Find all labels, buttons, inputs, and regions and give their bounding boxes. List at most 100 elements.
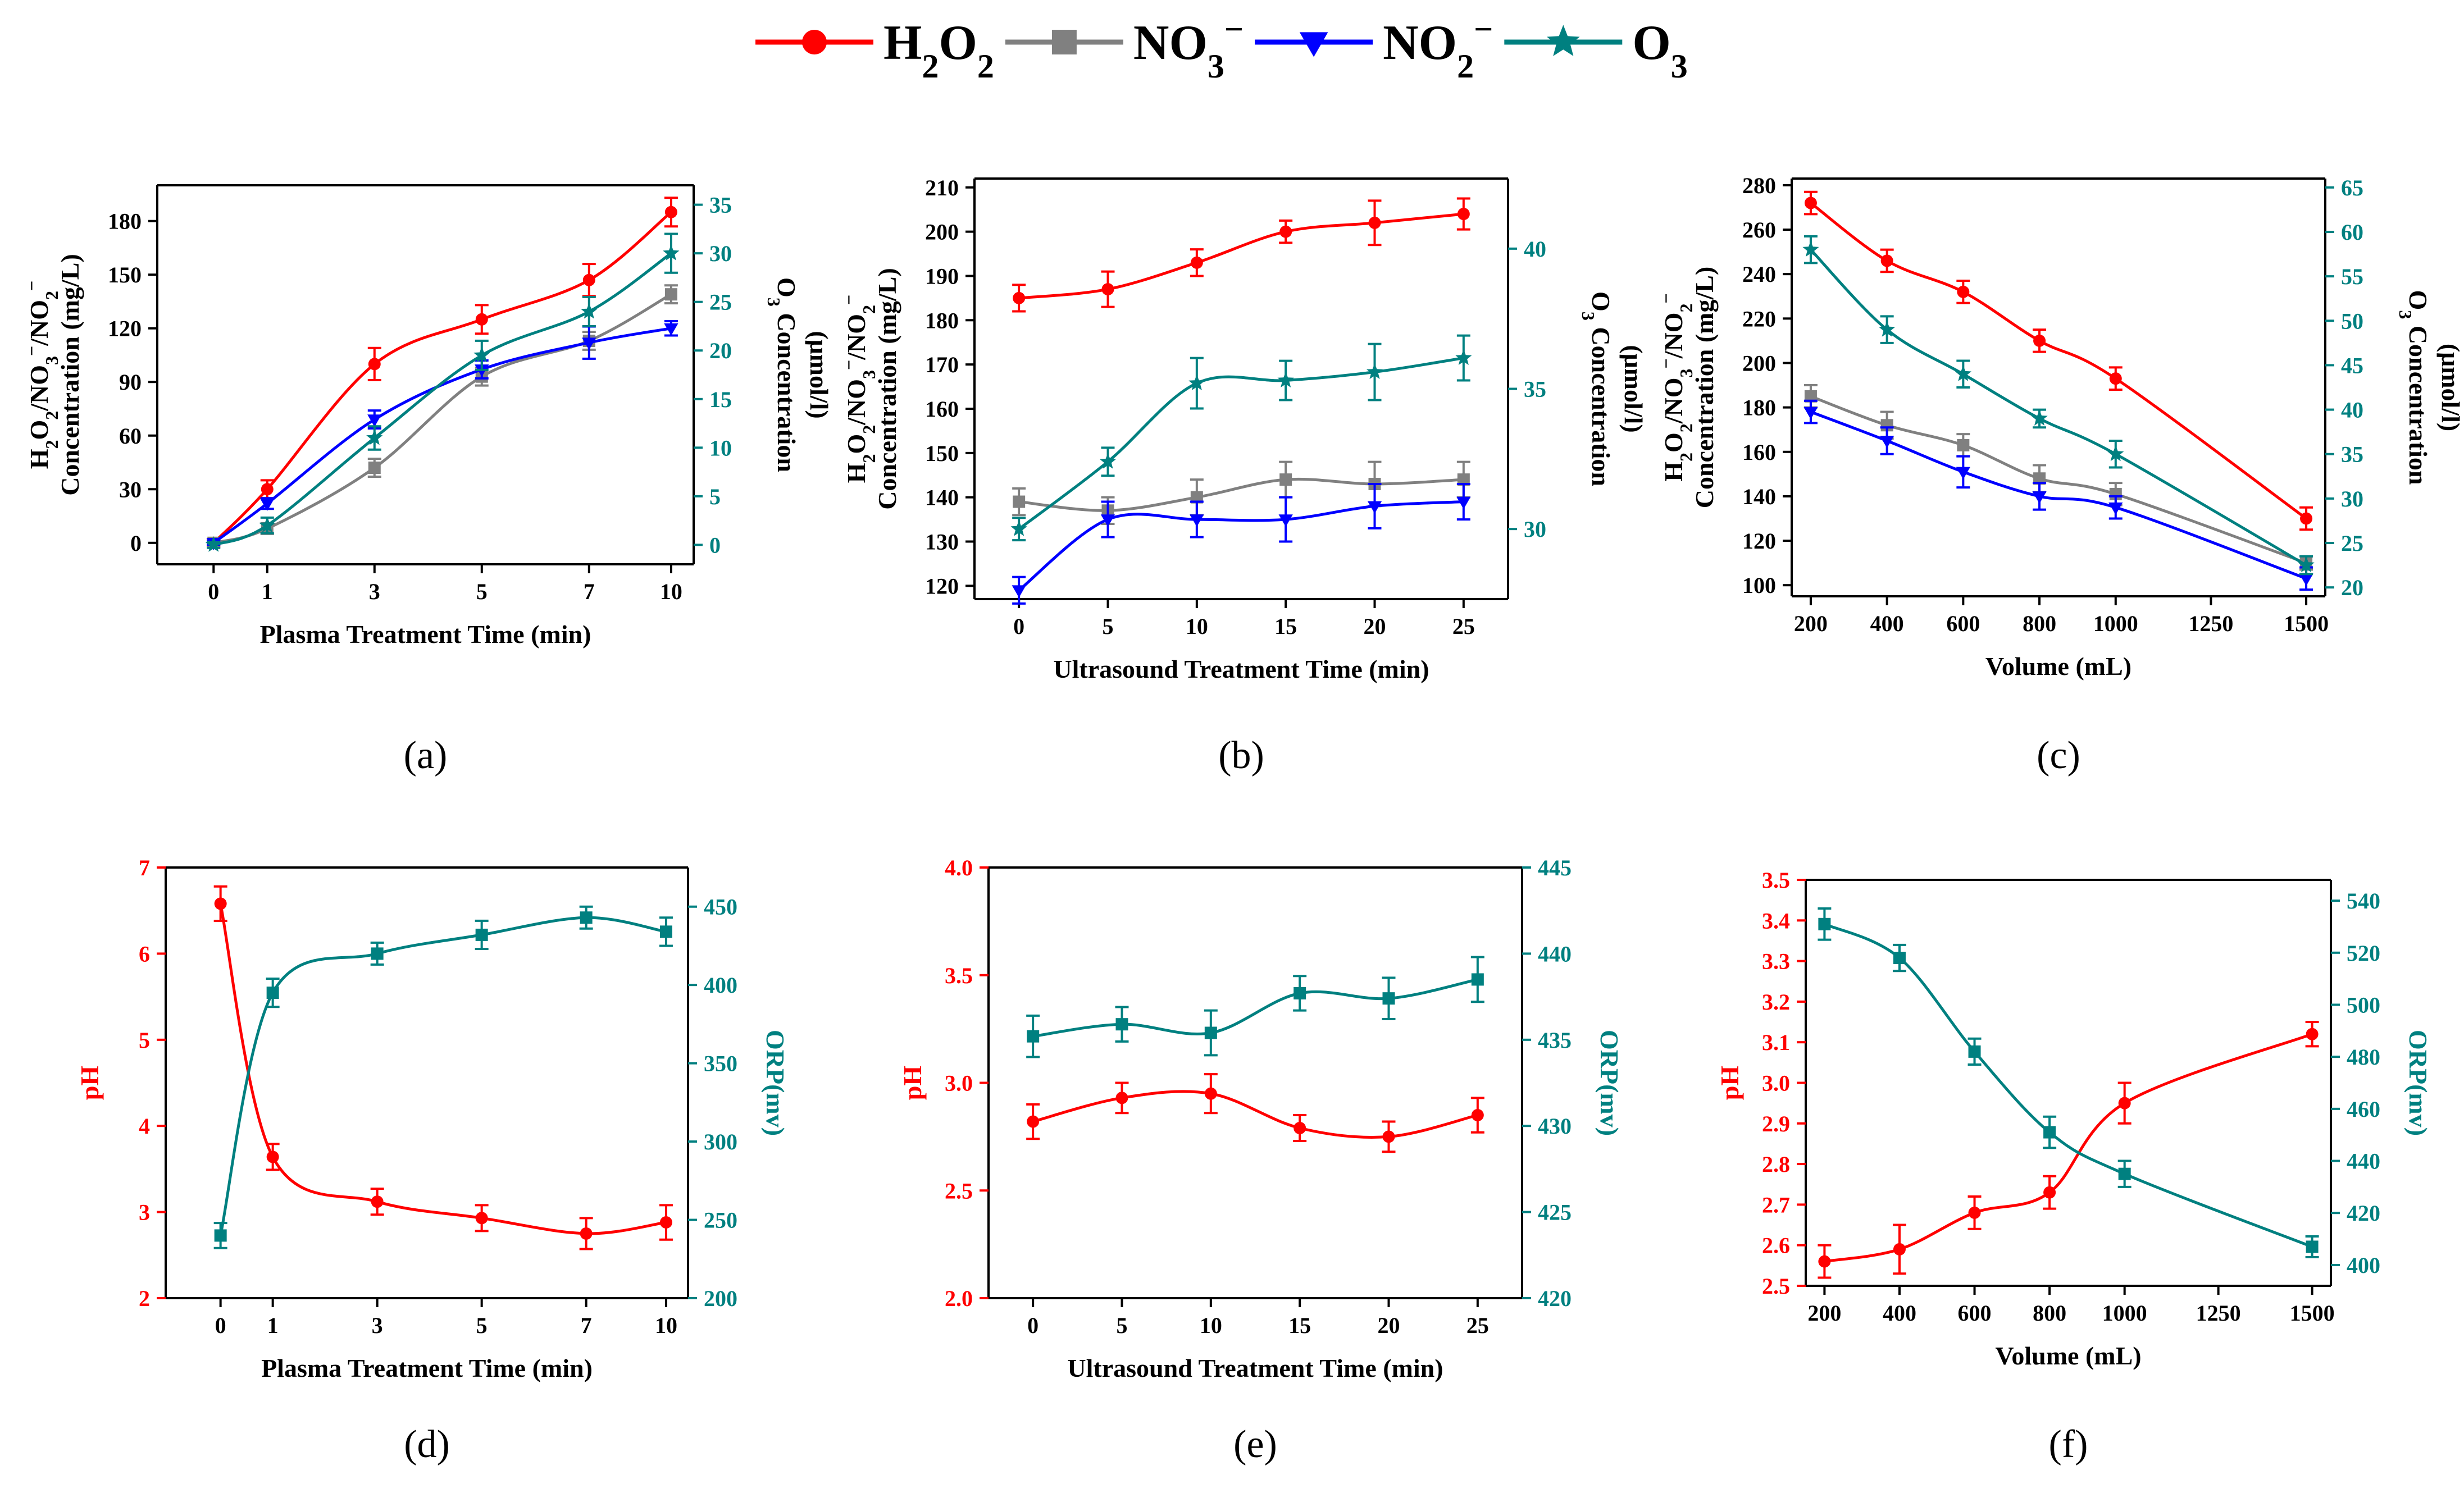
data-point-no2 [1190,514,1204,527]
y-left-tick-label: 130 [925,529,959,555]
x-tick-label: 600 [1946,611,1980,636]
x-tick-label: 0 [215,1313,226,1338]
data-point-no2 [1367,501,1382,514]
y-left-tick-label: 180 [108,209,142,234]
series-no3 [1012,460,1470,525]
series-no2 [206,319,678,550]
legend-marker-no2 [1299,32,1328,57]
y-left-tick-label: 4.0 [945,855,973,880]
x-axis-label: Ultrasound Treatment Time (min) [1067,1354,1443,1382]
y-left-label-line2: Concentration (mg/L) [873,268,901,510]
chart-panel-e: 0 5 10 15 20 25 2.0 2.5 3.0 3.5 4.0 420 425 430 435 440… [898,855,1624,1466]
data-point-ph [1294,1122,1306,1135]
y-right-tick-label: 350 [704,1051,737,1076]
data-point-no3 [2033,472,2046,485]
x-tick-label: 1500 [2290,1300,2335,1326]
y-left-tick-label: 2 [139,1286,150,1311]
x-tick-label: 1000 [2093,611,2138,636]
legend-label-no3: NO3− [1133,11,1244,85]
series-line-no3 [1018,477,1464,512]
series-line-no2 [212,327,672,544]
y-left-tick-label: 220 [1742,306,1776,331]
y-left-tick-label: 3.5 [1762,868,1790,893]
series-ph [213,885,673,1250]
y-right-tick-label: 5 [709,484,721,509]
series-no3 [1803,384,2313,571]
y-right-tick-label: 35 [2341,442,2363,467]
chart-panel-b: 0 5 10 15 20 25 120 130 140 150 160 170 180 190 200 210… [839,175,1648,777]
data-point-orp [1294,987,1306,999]
legend: H2O2 NO3− NO2− O3 [755,11,1688,85]
x-tick-label: 200 [1807,1300,1841,1326]
data-point-h2o2 [475,313,488,326]
y-right-tick-label: 15 [709,387,732,412]
legend-marker-h2o2 [802,30,827,54]
y-left-tick-label: 280 [1742,173,1776,198]
y-right-tick-label: 50 [2341,308,2363,334]
x-tick-label: 5 [1117,1313,1128,1338]
x-tick-label: 1500 [2284,611,2329,636]
y-right-tick-label: 300 [704,1129,737,1154]
y-right-tick-label: 20 [709,338,732,363]
x-tick-label: 25 [1466,1313,1489,1338]
y-left-tick-label: 120 [1742,528,1776,554]
series-no2 [1803,399,2313,591]
y-right-label: ORP(mv) [761,1030,790,1136]
y-right-tick-label: 45 [2341,353,2363,378]
y-left-tick-label: 3 [139,1200,150,1225]
chart-panel-f: 200 400 600 800 1000 1250 1500 2.5 2.6 2.7 2.8 2.9 3… [1715,868,2433,1466]
data-point-h2o2 [1279,225,1292,238]
y-left-label-line2: Concentration (mg/L) [56,254,84,496]
y-left-tick-label: 160 [925,396,959,422]
y-right-tick-label: 35 [1524,377,1546,402]
y-left-tick-label: 5 [139,1028,150,1053]
y-left-tick-label: 3.3 [1762,949,1790,974]
y-left-tick-label: 3.1 [1762,1030,1790,1055]
y-right-tick-label: 430 [1538,1113,1572,1139]
y-right-tick-label: 35 [709,193,732,218]
data-point-orp [1115,1018,1128,1031]
y-left-tick-label: 60 [119,423,142,449]
y-right-label-line1: O3 Concentration [2395,290,2433,485]
x-tick-label: 1000 [2102,1300,2147,1326]
y-left-tick-label: 3.2 [1762,989,1790,1015]
x-tick-label: 15 [1274,614,1297,639]
y-left-tick-label: 2.7 [1762,1192,1790,1217]
chart-panel-c: 200 400 600 800 1000 1250 1500 100 120 140 160 180 2… [1656,173,2464,777]
y-right-label-line2: (μmol/l) [1619,345,1648,432]
chart-panel-a: 0 1 3 5 7 10030609012015018005101520253035Pla… [21,184,834,777]
data-point-o3 [1188,375,1205,390]
chart-panel-d: 0 1 3 5 7 10 2 3 4 5 6 7 200 250 300 350 400 450 Plasma Tr… [75,855,790,1466]
y-right-tick-label: 540 [2347,888,2380,914]
data-point-orp [1893,952,1906,965]
y-left-tick-label: 260 [1742,217,1776,243]
y-right-label-line2: (μmol/l) [805,331,834,418]
series-ph [1818,1021,2319,1279]
data-point-orp [1382,992,1395,1005]
data-point-h2o2 [368,358,381,371]
y-left-label-line1: H2O2/NO3−/NO2− [839,295,879,483]
data-point-no2 [1100,514,1115,527]
legend-item-h2o2: H2O2 [755,16,994,85]
data-point-h2o2 [2109,372,2122,385]
data-point-no2 [1278,514,1293,527]
y-right-tick-label: 480 [2347,1044,2380,1070]
y-left-tick-label: 180 [925,308,959,333]
x-tick-label: 10 [655,1313,677,1338]
y-right-label: ORP(mv) [2404,1030,2433,1136]
y-right-tick-label: 40 [2341,398,2363,423]
data-point-orp [659,925,672,938]
data-point-o3 [581,303,598,319]
data-point-h2o2 [664,206,677,218]
y-right-tick-label: 25 [2341,531,2363,556]
data-point-ph [1382,1130,1395,1143]
y-right-tick-label: 40 [1524,236,1546,262]
y-left-tick-label: 4 [139,1113,150,1139]
data-point-ph [1818,1255,1831,1268]
data-point-h2o2 [1457,208,1470,221]
data-point-no2 [2108,502,2123,515]
y-left-tick-label: 2.5 [945,1178,973,1203]
legend-label-o3: O3 [1632,16,1687,85]
data-point-ph [266,1150,279,1163]
data-point-o3 [1879,321,1896,337]
